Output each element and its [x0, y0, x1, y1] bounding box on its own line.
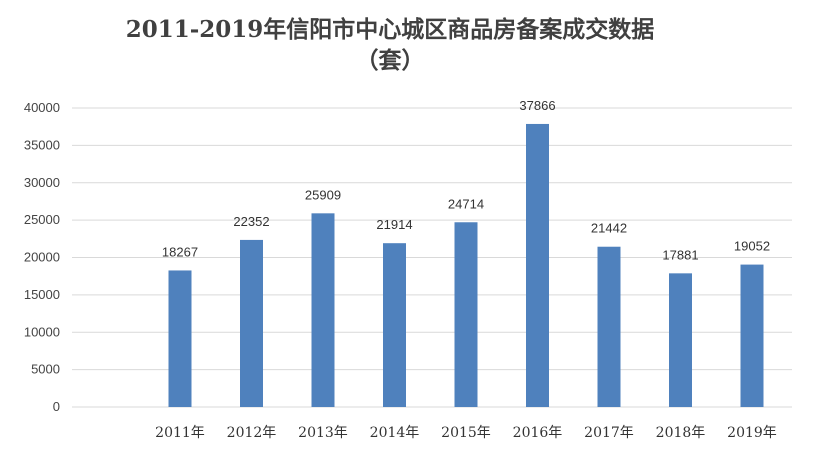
- data-label: 21914: [376, 217, 412, 232]
- x-tick-label: 2012年: [227, 425, 277, 441]
- y-tick-label: 25000: [24, 212, 60, 227]
- data-label: 21442: [591, 221, 627, 236]
- data-label: 22352: [233, 214, 269, 229]
- y-tick-label: 5000: [31, 362, 60, 377]
- bar: [740, 264, 764, 407]
- chart-title: 2011-2019年信阳市中心城区商品房备案成交数据 （套）: [40, 14, 740, 76]
- x-tick-label: 2019年: [727, 425, 777, 441]
- bars: [168, 123, 764, 407]
- bar: [597, 246, 621, 407]
- bar: [526, 123, 549, 407]
- bar: [669, 273, 692, 407]
- chart-title-main: 2011-2019年信阳市中心城区商品房备案成交数据: [125, 16, 655, 43]
- bar: [240, 239, 263, 407]
- data-label: 18267: [162, 244, 198, 259]
- chart-subtitle: （套）: [355, 47, 425, 74]
- y-tick-label: 20000: [24, 250, 60, 265]
- data-labels: 18267 22352 25909 21914 24714 37866 21442 17881…: [162, 98, 770, 262]
- y-axis-ticks: 0 5000 10000 15000 20000 25000 30000 35000 40000: [24, 100, 60, 414]
- y-tick-label: 15000: [24, 287, 60, 302]
- data-label: 37866: [519, 98, 555, 113]
- x-tick-label: 2014年: [370, 425, 420, 441]
- data-label: 25909: [305, 187, 341, 202]
- bar: [383, 243, 406, 407]
- y-tick-label: 35000: [24, 137, 60, 152]
- y-tick-label: 40000: [24, 100, 60, 115]
- x-tick-label: 2017年: [584, 425, 634, 441]
- x-tick-label: 2018年: [656, 425, 706, 441]
- x-tick-label: 2015年: [441, 425, 491, 441]
- y-tick-label: 30000: [24, 175, 60, 190]
- bar: [168, 270, 192, 407]
- y-tick-label: 10000: [24, 324, 60, 339]
- x-tick-label: 2011年: [155, 425, 205, 441]
- x-tick-label: 2013年: [298, 425, 348, 441]
- x-tick-label: 2016年: [513, 425, 563, 441]
- data-label: 19052: [734, 239, 770, 254]
- bar: [311, 213, 335, 407]
- x-axis-ticks: 2011年 2012年 2013年 2014年 2015年 2016年 2017年 2018年…: [155, 425, 777, 441]
- y-tick-label: 0: [53, 399, 60, 414]
- data-label: 24714: [448, 196, 484, 211]
- data-label: 17881: [662, 247, 698, 262]
- bar: [454, 222, 478, 407]
